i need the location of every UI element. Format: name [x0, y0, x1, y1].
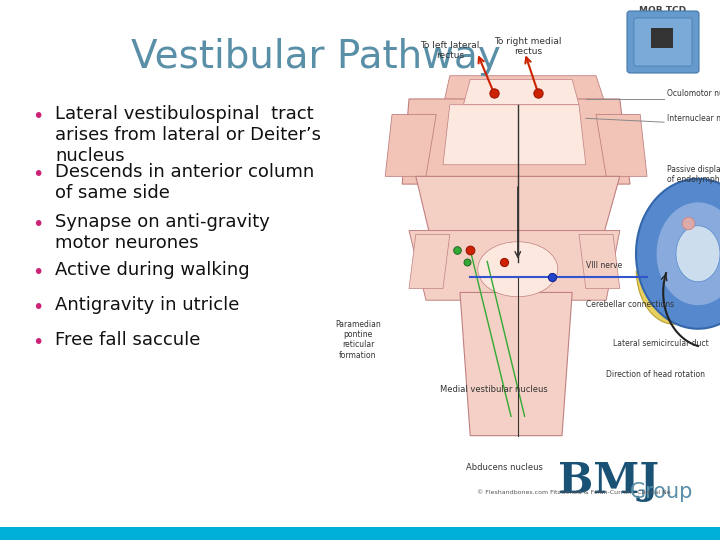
Polygon shape	[464, 79, 579, 105]
Polygon shape	[443, 76, 606, 107]
Text: •: •	[32, 107, 44, 126]
Point	[464, 246, 476, 254]
Bar	[651, 28, 673, 48]
Polygon shape	[402, 99, 630, 184]
Text: Abducens nucleus: Abducens nucleus	[466, 463, 543, 472]
Text: Passive displacement
of endolymph: Passive displacement of endolymph	[667, 165, 720, 184]
Text: Paramedian
pontine
reticular
formation: Paramedian pontine reticular formation	[335, 320, 381, 360]
Text: Descends in anterior column
of same side: Descends in anterior column of same side	[55, 163, 314, 202]
Text: Direction of head rotation: Direction of head rotation	[606, 370, 705, 379]
Polygon shape	[636, 214, 712, 324]
Text: Lateral semicircular duct: Lateral semicircular duct	[613, 339, 708, 348]
Text: •: •	[32, 215, 44, 234]
Text: Cerebellar connections: Cerebellar connections	[586, 300, 674, 309]
Polygon shape	[596, 114, 647, 177]
Text: Active during walking: Active during walking	[55, 261, 250, 279]
Point	[546, 273, 557, 281]
Point	[682, 219, 693, 227]
Text: Lateral vestibulospinal  tract
arises from lateral or Deiter’s
nucleus: Lateral vestibulospinal tract arises fro…	[55, 105, 321, 165]
Polygon shape	[636, 179, 720, 329]
Text: •: •	[32, 298, 44, 317]
Polygon shape	[443, 105, 586, 165]
Text: Oculomotor nucleus: Oculomotor nucleus	[667, 89, 720, 98]
Bar	[0, 527, 720, 540]
Polygon shape	[579, 234, 620, 288]
Text: •: •	[32, 333, 44, 352]
Text: •: •	[32, 165, 44, 184]
Text: Free fall saccule: Free fall saccule	[55, 331, 200, 349]
Point	[461, 257, 472, 266]
Text: To right medial
rectus: To right medial rectus	[494, 37, 562, 57]
Text: •: •	[32, 263, 44, 282]
Point	[533, 89, 544, 98]
Ellipse shape	[478, 242, 558, 297]
Point	[451, 246, 462, 254]
Text: Group: Group	[630, 482, 693, 502]
Text: MOB TCD: MOB TCD	[639, 6, 687, 15]
Polygon shape	[409, 231, 620, 300]
FancyBboxPatch shape	[634, 18, 692, 66]
Text: Synapse on anti-gravity
motor neurones: Synapse on anti-gravity motor neurones	[55, 213, 270, 252]
Point	[498, 257, 510, 266]
Text: VIII nerve: VIII nerve	[586, 261, 622, 271]
Polygon shape	[676, 226, 720, 282]
Text: Internuclear neuron: Internuclear neuron	[667, 114, 720, 124]
Polygon shape	[460, 293, 572, 436]
Text: Medial vestibular nucleus: Medial vestibular nucleus	[440, 386, 548, 394]
Text: BMJ: BMJ	[558, 460, 659, 502]
FancyBboxPatch shape	[627, 11, 699, 73]
Polygon shape	[416, 177, 620, 261]
Polygon shape	[656, 202, 720, 306]
Text: Antigravity in utricle: Antigravity in utricle	[55, 296, 239, 314]
Text: © Fleshandbones.com FitzGerald & Folan-Curran : Clinical Ne: © Fleshandbones.com FitzGerald & Folan-C…	[477, 490, 670, 495]
Polygon shape	[385, 114, 436, 177]
Text: Vestibular Pathway: Vestibular Pathway	[131, 38, 501, 76]
Polygon shape	[409, 234, 450, 288]
Text: To left lateral
rectus: To left lateral rectus	[420, 41, 480, 60]
Point	[488, 89, 500, 98]
